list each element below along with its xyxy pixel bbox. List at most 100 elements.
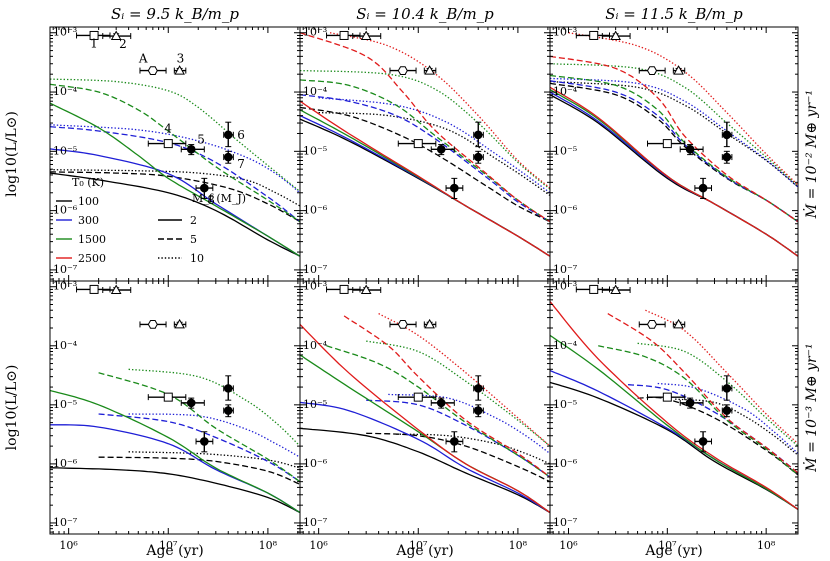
curve-T2500-M2 (550, 301, 798, 510)
curve-T100-M10 (550, 80, 798, 188)
observation-1 (89, 30, 99, 40)
observation-4 (662, 139, 672, 149)
curve-T2500-M2 (550, 86, 798, 257)
curve-T100-M5 (300, 106, 550, 223)
observation-7 (722, 152, 732, 162)
observation-4 (413, 139, 423, 149)
observations-r0-c1 (326, 30, 484, 200)
y-tick-label: 10⁻⁵ (53, 398, 77, 411)
observation-7 (223, 152, 233, 162)
curve-T100-M2 (550, 94, 798, 257)
panel-curves-r1-c2 (550, 301, 798, 510)
observation-4 (163, 392, 173, 402)
legend-mass-label: 5 (190, 233, 197, 246)
observation-8 (450, 437, 459, 446)
curve-T100-M10 (318, 111, 550, 197)
column-title: Sᵢ = 11.5 k_B/m_p (605, 5, 743, 23)
observation-label-1: 1 (90, 36, 98, 50)
curve-T2500-M10 (378, 313, 550, 447)
observation-6 (473, 384, 483, 393)
observation-label-7: 7 (237, 157, 245, 171)
legend: T₀ (K) M_f (M_J) 100 300 1500 2500 2 5 10 (56, 176, 246, 265)
y-tick-label: 10⁻⁵ (303, 144, 327, 157)
curve-T300-M2 (550, 369, 798, 510)
panel-frame-r1-c2 (549, 280, 799, 535)
curve-T1500-M5 (300, 79, 550, 223)
curve-T1500-M2 (550, 334, 798, 510)
y-tick-label: 10⁻⁴ (553, 339, 578, 352)
observation-1 (589, 284, 599, 294)
x-tick-label: 10⁷ (159, 539, 178, 552)
y-tick-label: 10⁻⁴ (303, 339, 328, 352)
curve-T300-M2 (300, 401, 550, 514)
curve-T2500-M10 (568, 32, 798, 186)
curve-T100-M5 (50, 171, 300, 223)
curve-T100-M10 (128, 451, 300, 469)
x-tick-label: 10⁸ (757, 539, 776, 552)
y-axis-label: log10(L/L⊙) (4, 365, 20, 451)
x-axis-label: Age (yr) (395, 543, 453, 559)
legend-mass-label: 2 (190, 214, 197, 227)
observation-2 (360, 284, 372, 295)
x-tick-label: 10⁸ (259, 539, 278, 552)
legend-temp-label: 2500 (78, 252, 106, 265)
y-axis-label: log10(L/L⊙) (4, 111, 20, 197)
observation-6 (473, 130, 483, 140)
observation-5 (186, 398, 196, 408)
panel-curves-r0-c1 (300, 32, 550, 257)
legend-mass-title: M_f (M_J) (192, 192, 246, 205)
x-tick-label: 10⁷ (409, 539, 428, 552)
observation-1 (339, 284, 349, 294)
observation-8 (200, 437, 209, 446)
curve-T1500-M5 (598, 345, 798, 476)
x-tick-label: 10⁶ (309, 539, 328, 552)
panel-curves-r0-c2 (550, 32, 798, 257)
curve-T2500-M10 (329, 32, 550, 189)
observation-label-2: 2 (119, 37, 127, 51)
curve-T300-M10 (550, 77, 798, 188)
curve-T100-M5 (366, 432, 550, 483)
curve-T1500-M5 (98, 372, 300, 483)
observation-A (147, 66, 158, 75)
observation-1 (339, 30, 349, 40)
axis-text-layer: 10⁻⁷ 10⁻⁶ 10⁻⁵ 10⁻⁴ 10⁻³ 10⁻⁷ 10⁻⁶ 10⁻⁵ 10⁻⁴ 10⁻³… (4, 5, 820, 559)
y-tick-label: 10⁻⁵ (553, 144, 577, 157)
curve-T1500-M10 (128, 368, 300, 447)
observation-3 (174, 65, 185, 75)
y-tick-label: 10⁻⁵ (53, 144, 77, 157)
y-tick-label: 10⁻³ (553, 26, 577, 39)
curve-T1500-M10 (637, 342, 798, 447)
y-tick-label: 10⁻³ (53, 26, 77, 39)
curve-T1500-M2 (50, 102, 300, 257)
y-tick-label: 10⁻⁷ (53, 516, 78, 529)
y-tick-label: 10⁻³ (303, 26, 327, 39)
observation-3 (174, 318, 185, 329)
model-curves-layer (50, 32, 798, 514)
legend-mass-label: 10 (190, 252, 204, 265)
observation-4 (662, 392, 672, 402)
y-tick-label: 10⁻⁴ (303, 85, 328, 98)
y-tick-label: 10⁻⁶ (303, 457, 328, 470)
panel-frame-r0-c2 (549, 26, 799, 282)
y-tick-label: 10⁻⁶ (553, 204, 578, 217)
y-tick-label: 10⁻³ (553, 280, 577, 293)
curve-T300-M5 (300, 94, 550, 223)
y-tick-label: 10⁻⁵ (303, 398, 327, 411)
curve-T1500-M5 (50, 83, 300, 223)
x-tick-label: 10⁶ (559, 539, 578, 552)
observation-5 (436, 398, 446, 408)
curve-T100-M10 (50, 169, 300, 207)
observation-label-3: 3 (177, 52, 185, 66)
observation-5 (685, 398, 695, 408)
curve-T2500-M2 (300, 100, 550, 257)
panel-curves-r1-c1 (300, 313, 550, 514)
observation-3 (424, 65, 435, 75)
curve-T300-M10 (657, 382, 798, 454)
x-axis-label: Age (yr) (644, 543, 702, 559)
x-tick-label: 10⁷ (658, 539, 677, 552)
observation-2 (110, 284, 122, 295)
observation-7 (473, 406, 483, 415)
curve-T100-M2 (300, 427, 550, 514)
y-tick-label: 10⁻⁷ (553, 516, 578, 529)
